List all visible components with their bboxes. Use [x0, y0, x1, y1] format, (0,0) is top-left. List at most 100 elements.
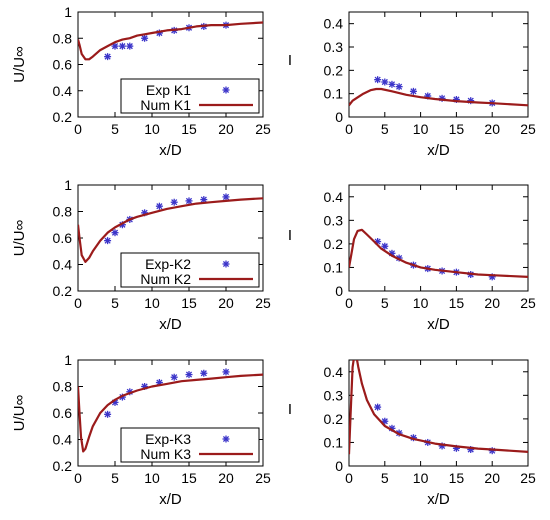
y-tick-label: 0.2 — [53, 109, 73, 125]
x-tick-label: 5 — [381, 295, 389, 311]
y-axis-label: U/U∞ — [11, 46, 28, 83]
y-tick-label: 0.4 — [53, 432, 73, 448]
y-tick-label: 0.4 — [324, 364, 344, 380]
data-point-stroke — [374, 76, 381, 83]
plot-frame — [348, 359, 529, 467]
y-tick-label: 0.4 — [324, 16, 344, 32]
legend-label: Exp K1 — [146, 82, 191, 98]
data-point-stroke — [381, 243, 388, 250]
separator-mark: I — [288, 401, 292, 418]
y-tick-label: 0.2 — [324, 411, 344, 427]
x-tick-label: 20 — [218, 121, 234, 137]
x-tick-label: 25 — [520, 295, 536, 311]
x-tick-label: 20 — [218, 295, 234, 311]
data-point — [185, 371, 193, 379]
y-tick-label: 0.2 — [53, 283, 73, 299]
y-tick-label: 0.4 — [324, 189, 344, 205]
data-point — [374, 76, 382, 84]
data-point — [170, 373, 178, 381]
data-point — [409, 87, 417, 95]
y-tick-label: 1 — [64, 177, 72, 193]
legend-box — [120, 252, 260, 288]
x-tick-label: 25 — [255, 470, 271, 486]
data-point — [488, 273, 496, 281]
legend-label: Num K2 — [140, 271, 191, 287]
y-tick-label: 0.8 — [53, 204, 73, 220]
data-point-stroke — [410, 88, 417, 95]
plot-area — [349, 360, 528, 455]
data-point — [118, 42, 126, 50]
data-point — [200, 369, 208, 377]
x-tick-label: 15 — [449, 470, 465, 486]
legend-swatch-point — [222, 435, 230, 443]
x-tick-label: 20 — [484, 295, 500, 311]
data-point-stroke — [104, 411, 111, 418]
chart-panel-1: 0 5 10 15 20 25 0.2 0.4 0.6 0.8 1 x/D U/U∞ Exp K1Num … — [11, 4, 271, 159]
y-tick-label: 0.3 — [324, 212, 344, 228]
y-tick-label: 0 — [335, 283, 343, 299]
data-point-stroke — [222, 260, 230, 268]
data-point — [185, 197, 193, 205]
data-point-stroke — [156, 379, 163, 386]
data-point-stroke — [396, 83, 403, 90]
x-tick-label: 5 — [381, 121, 389, 137]
y-tick-label: 0.1 — [324, 434, 344, 450]
y-tick-label: 0.1 — [324, 259, 344, 275]
x-axis-label: x/D — [427, 491, 450, 508]
data-point-stroke — [111, 399, 119, 406]
data-point — [222, 368, 230, 376]
series-line — [78, 21, 263, 61]
data-point — [111, 229, 119, 237]
y-tick-label: 0 — [335, 109, 343, 125]
series-line — [78, 373, 263, 453]
y-tick-label: 0 — [335, 458, 343, 474]
x-tick-label: 0 — [345, 295, 353, 311]
data-point-stroke — [222, 86, 230, 94]
x-tick-label: 5 — [111, 470, 119, 486]
x-tick-label: 25 — [520, 121, 536, 137]
y-tick-label: 0.2 — [324, 236, 344, 252]
x-tick-label: 10 — [413, 470, 429, 486]
y-tick-label: 0.3 — [324, 387, 344, 403]
data-point — [222, 193, 230, 201]
data-point-stroke — [388, 81, 396, 88]
plot-area — [78, 368, 263, 453]
chart-panel-2: 0 5 10 15 20 25 0 0.1 0.2 0.3 0.4 x/D — [324, 11, 536, 159]
y-tick-label: 0.6 — [53, 405, 73, 421]
x-axis-label: x/D — [159, 491, 182, 508]
legend-label: Exp-K3 — [145, 431, 191, 447]
data-point-stroke — [171, 374, 178, 381]
legend-label: Num K3 — [140, 446, 191, 462]
x-tick-label: 10 — [413, 121, 429, 137]
y-tick-label: 0.1 — [324, 86, 344, 102]
data-point-stroke — [185, 371, 193, 378]
x-tick-label: 20 — [484, 470, 500, 486]
x-tick-label: 10 — [413, 295, 429, 311]
data-point — [104, 237, 112, 245]
data-point-stroke — [222, 193, 230, 201]
x-tick-label: 0 — [74, 121, 82, 137]
y-tick-label: 1 — [64, 4, 72, 20]
x-tick-label: 25 — [520, 470, 536, 486]
x-axis-label: x/D — [159, 142, 182, 159]
chart-panel-4: 0 5 10 15 20 25 0 0.1 0.2 0.3 0.4 x/D — [324, 184, 536, 333]
data-point-stroke — [104, 53, 111, 60]
data-point-stroke — [119, 43, 126, 50]
data-point — [374, 403, 382, 411]
y-tick-label: 0.4 — [53, 257, 73, 273]
data-point — [170, 198, 178, 206]
series-line — [349, 228, 528, 278]
series-line — [349, 87, 528, 107]
x-axis-label: x/D — [159, 316, 182, 333]
x-tick-label: 10 — [144, 295, 160, 311]
series-line — [349, 360, 528, 455]
x-tick-label: 15 — [181, 470, 197, 486]
data-point-stroke — [222, 368, 230, 376]
plot-area — [349, 228, 528, 281]
data-point — [104, 410, 112, 418]
x-tick-label: 15 — [181, 121, 197, 137]
data-point-stroke — [222, 435, 230, 443]
